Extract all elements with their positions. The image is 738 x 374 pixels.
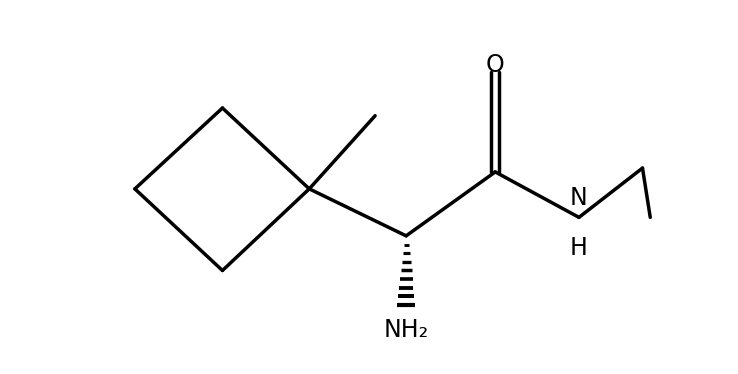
Text: H: H bbox=[570, 236, 588, 260]
Text: O: O bbox=[486, 53, 505, 77]
Text: N: N bbox=[570, 186, 588, 211]
Text: NH₂: NH₂ bbox=[384, 318, 429, 342]
